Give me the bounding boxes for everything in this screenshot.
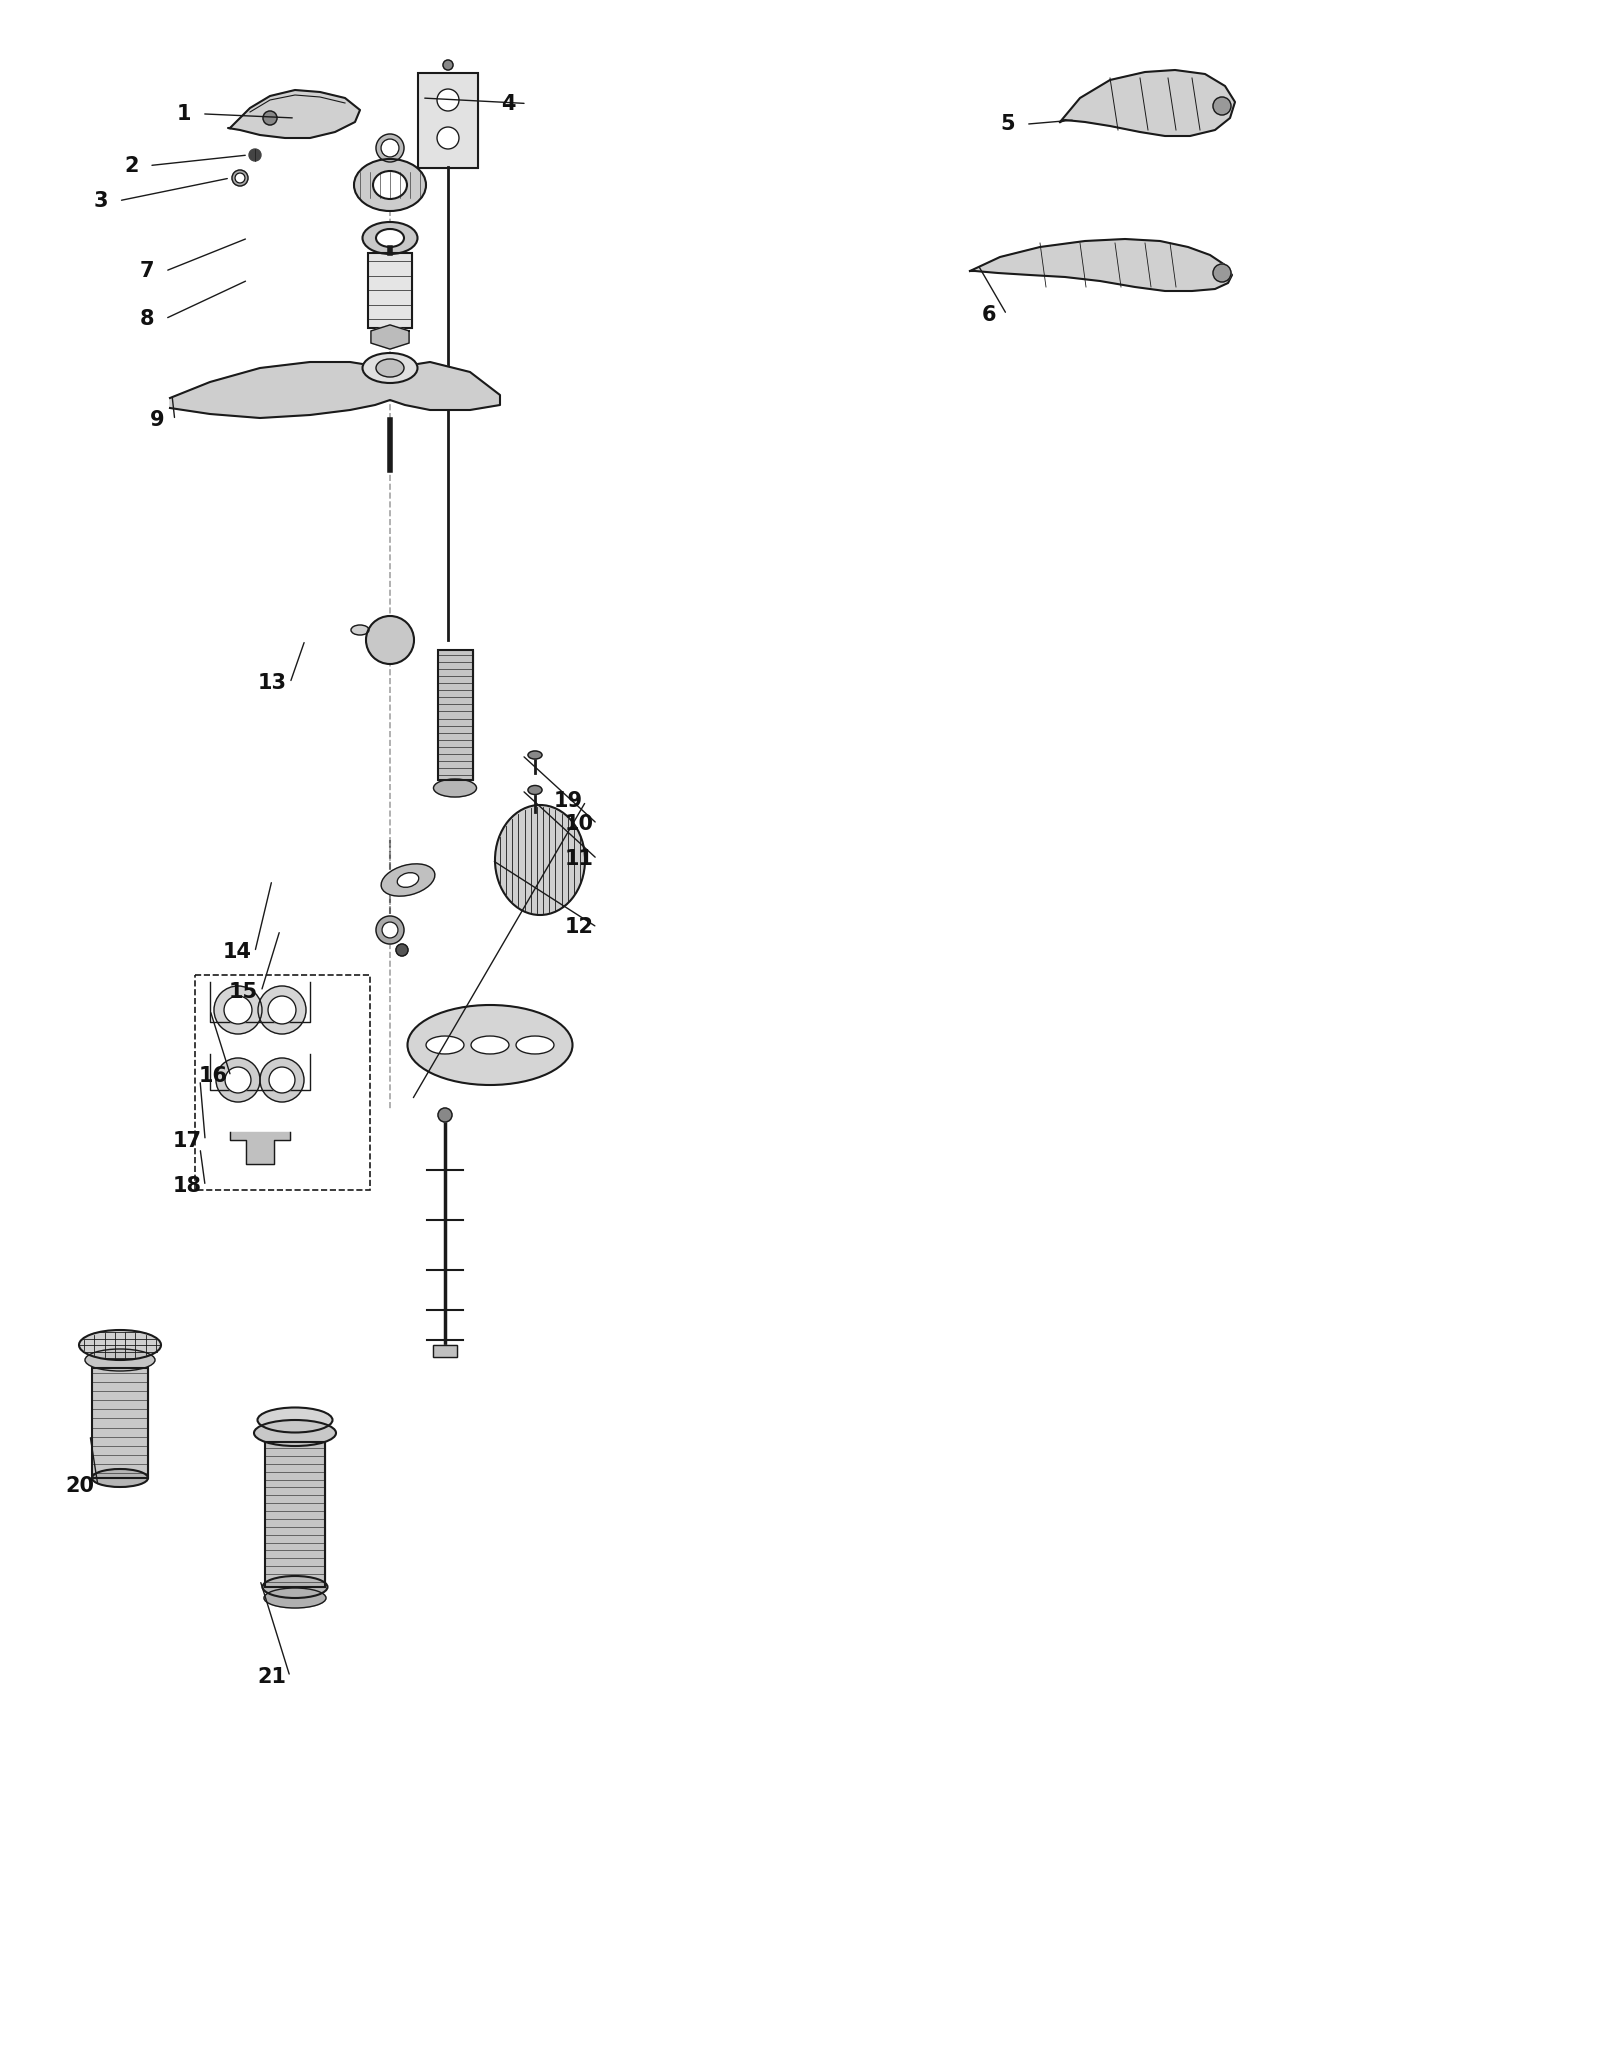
Bar (418, 72, 478, 168)
Circle shape (250, 149, 261, 161)
Bar (266, 1443, 325, 1588)
Ellipse shape (434, 778, 477, 797)
Bar (195, 975, 370, 1190)
Circle shape (216, 1058, 259, 1101)
Text: 15: 15 (229, 981, 258, 1002)
Bar (434, 1346, 458, 1358)
Ellipse shape (470, 1035, 509, 1054)
Ellipse shape (373, 172, 406, 199)
Circle shape (376, 917, 403, 944)
Ellipse shape (262, 1575, 328, 1598)
Bar (434, 1346, 458, 1358)
Ellipse shape (363, 221, 418, 255)
Text: 12: 12 (565, 917, 594, 938)
Circle shape (259, 1058, 304, 1101)
Text: 18: 18 (173, 1176, 202, 1196)
Bar (93, 1368, 147, 1478)
Ellipse shape (264, 1588, 326, 1608)
Bar (438, 650, 474, 780)
Ellipse shape (408, 1006, 573, 1085)
Circle shape (1213, 97, 1230, 116)
Polygon shape (229, 89, 360, 139)
Polygon shape (970, 238, 1232, 292)
Text: 14: 14 (222, 942, 251, 963)
Text: 19: 19 (554, 791, 582, 811)
Ellipse shape (258, 1408, 333, 1432)
Text: 1: 1 (176, 104, 192, 124)
Text: 16: 16 (198, 1066, 227, 1087)
Bar (93, 1368, 147, 1478)
Text: 8: 8 (139, 308, 155, 329)
Polygon shape (170, 362, 499, 418)
Circle shape (269, 1066, 294, 1093)
Bar (368, 253, 413, 327)
Text: 2: 2 (123, 155, 139, 176)
Circle shape (366, 617, 414, 664)
Text: 11: 11 (565, 849, 594, 869)
Circle shape (232, 170, 248, 186)
Circle shape (214, 985, 262, 1035)
Circle shape (437, 89, 459, 112)
Circle shape (258, 985, 306, 1035)
Text: 4: 4 (501, 93, 517, 114)
Ellipse shape (528, 751, 542, 760)
Text: 20: 20 (66, 1476, 94, 1497)
Circle shape (262, 112, 277, 124)
Ellipse shape (397, 874, 419, 888)
Ellipse shape (381, 863, 435, 896)
Text: 17: 17 (173, 1130, 202, 1151)
Ellipse shape (354, 159, 426, 211)
Ellipse shape (528, 785, 542, 795)
Text: 21: 21 (258, 1666, 286, 1687)
Circle shape (381, 139, 398, 157)
Text: 3: 3 (93, 190, 109, 211)
Polygon shape (1059, 70, 1235, 137)
Bar (368, 253, 413, 327)
Text: 5: 5 (1000, 114, 1016, 135)
Polygon shape (371, 325, 410, 350)
Ellipse shape (426, 1035, 464, 1054)
Circle shape (438, 1107, 453, 1122)
Ellipse shape (93, 1470, 147, 1486)
Text: 6: 6 (981, 304, 997, 325)
Bar (266, 1443, 325, 1588)
Ellipse shape (85, 1350, 155, 1370)
Ellipse shape (350, 625, 370, 635)
Circle shape (376, 135, 403, 161)
Circle shape (269, 996, 296, 1025)
Polygon shape (230, 1132, 290, 1163)
Circle shape (382, 921, 398, 938)
Circle shape (443, 60, 453, 70)
Circle shape (1213, 265, 1230, 282)
Bar (418, 72, 478, 168)
Ellipse shape (515, 1035, 554, 1054)
Text: 9: 9 (149, 410, 165, 431)
Text: 7: 7 (139, 261, 155, 282)
Ellipse shape (78, 1331, 162, 1360)
Ellipse shape (254, 1420, 336, 1447)
Circle shape (226, 1066, 251, 1093)
Text: 10: 10 (565, 814, 594, 834)
Ellipse shape (376, 230, 403, 246)
Text: 13: 13 (258, 673, 286, 693)
Bar (438, 650, 474, 780)
Ellipse shape (376, 358, 403, 377)
Circle shape (224, 996, 253, 1025)
Circle shape (437, 126, 459, 149)
Circle shape (397, 944, 408, 956)
Circle shape (235, 174, 245, 182)
Ellipse shape (363, 354, 418, 383)
Ellipse shape (494, 805, 586, 915)
